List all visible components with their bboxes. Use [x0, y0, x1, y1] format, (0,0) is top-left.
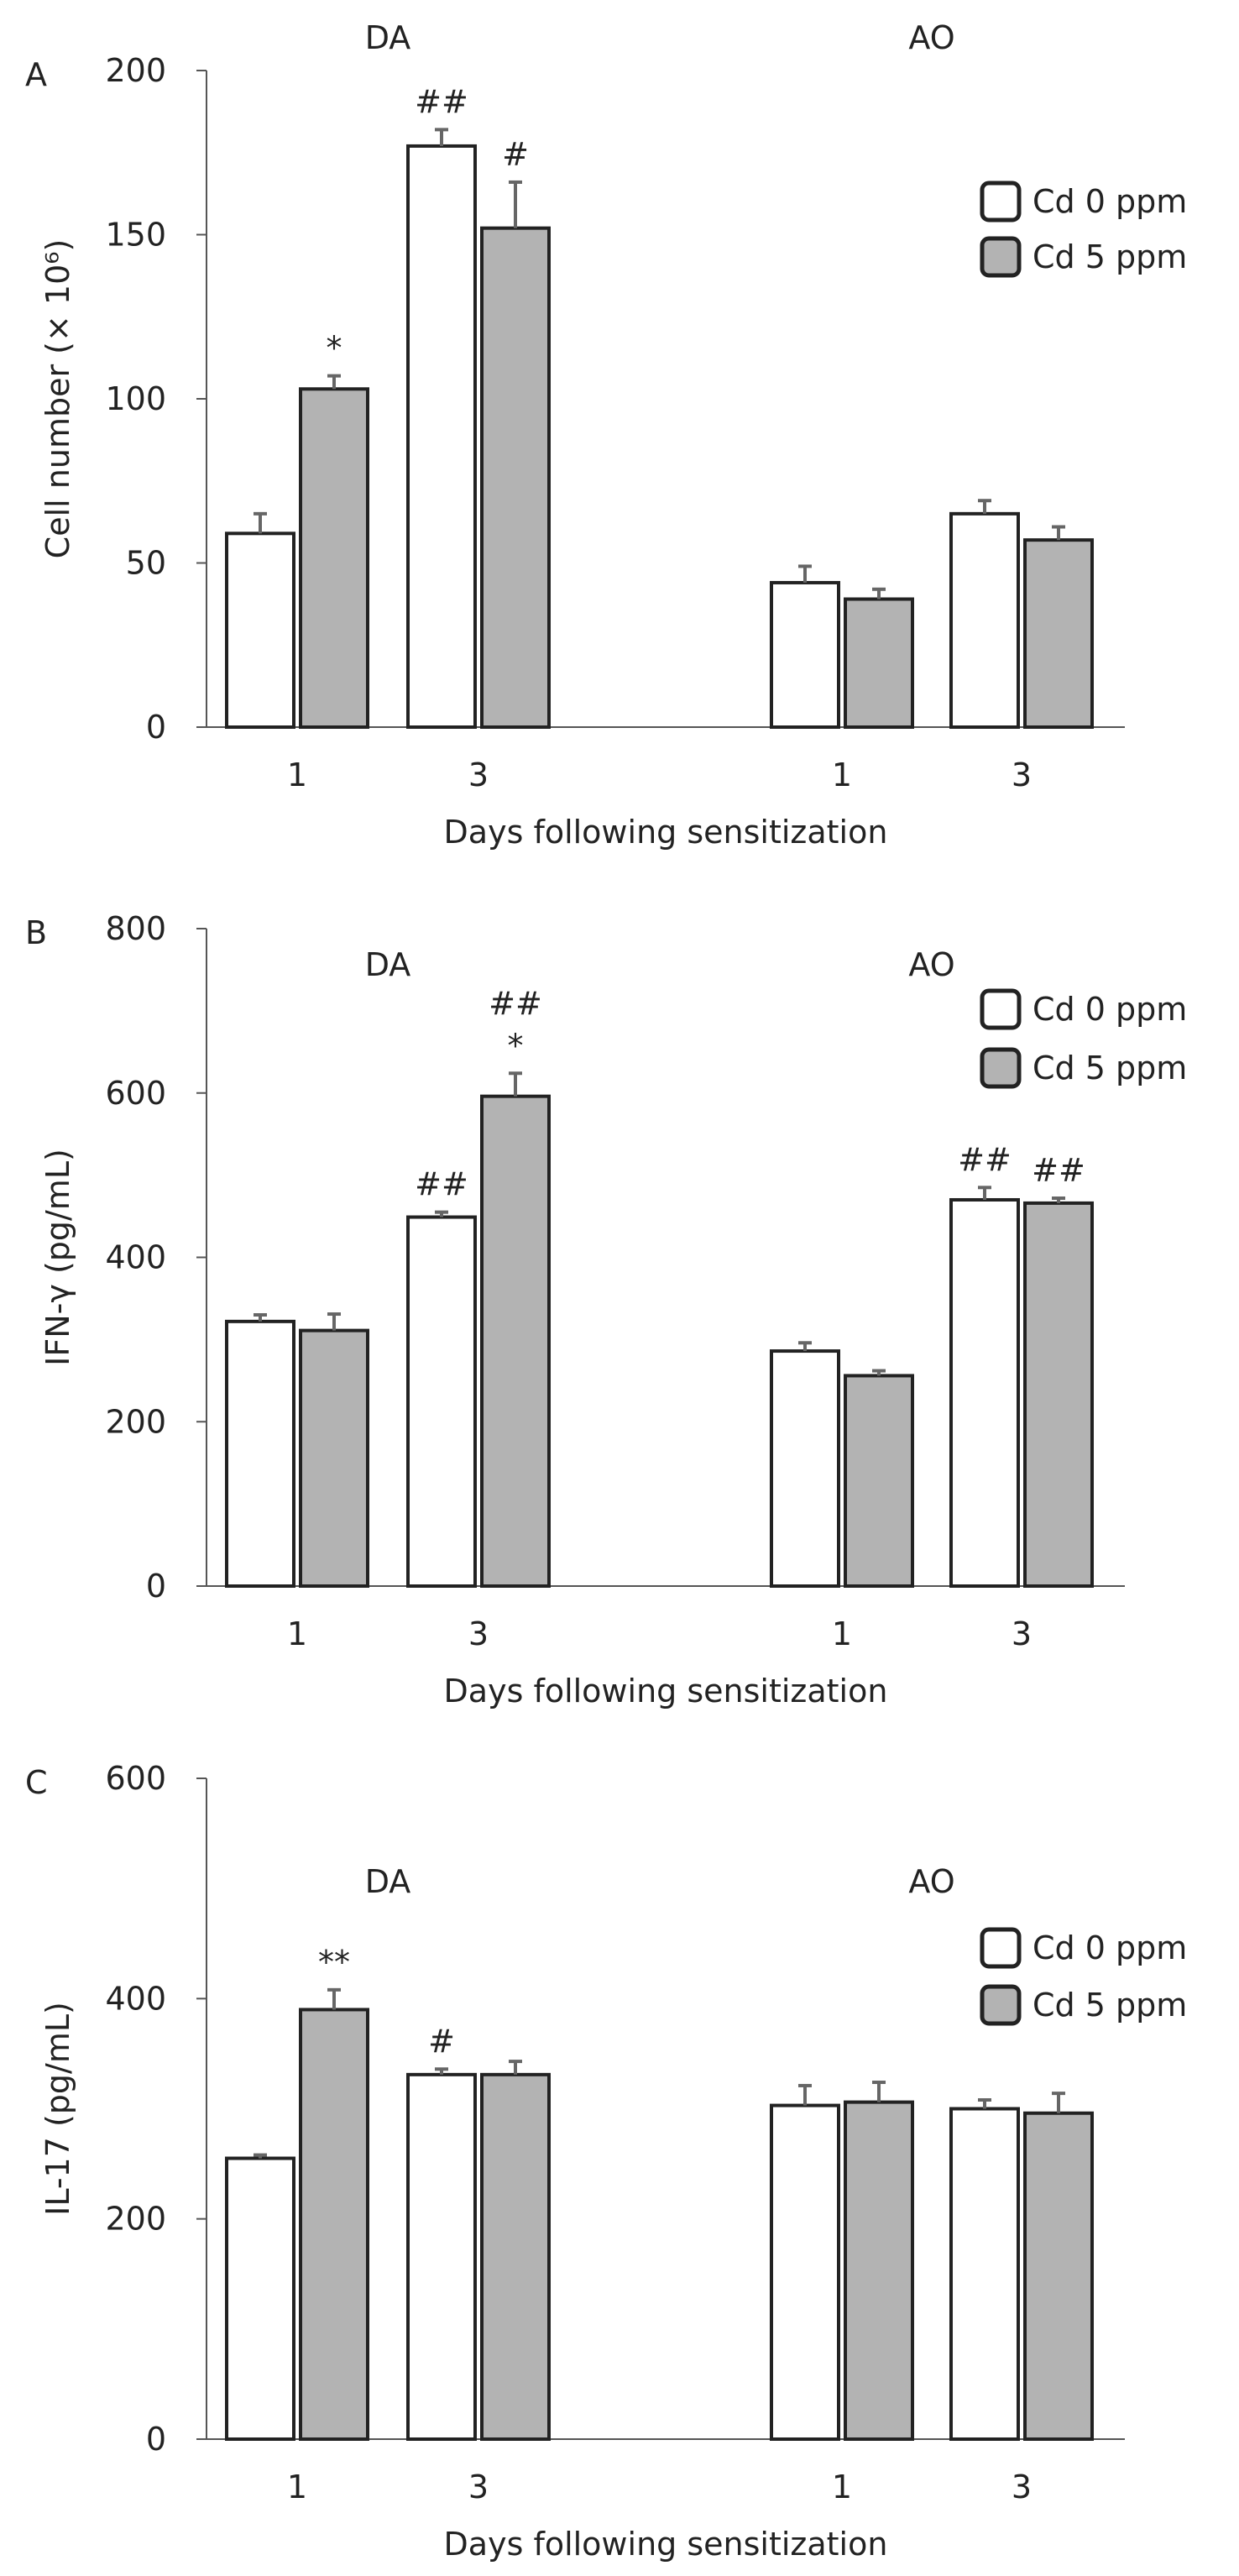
bar [1023, 1201, 1094, 1588]
y-axis-title: Cell number (× 10⁶) [39, 239, 76, 559]
bar [406, 2072, 477, 2442]
x-axis-title: Days following sensitization [444, 2526, 888, 2563]
y-tick-label: 600 [105, 1760, 166, 1797]
legend-label: Cd 5 ppm [1032, 1987, 1187, 2024]
bar [844, 2100, 914, 2441]
group-label: AO [908, 946, 954, 983]
bar [949, 1197, 1020, 1589]
panel-label: B [25, 914, 47, 951]
legend: Cd 0 ppm Cd 5 ppm [980, 1927, 1187, 2026]
significance-marker: ## [489, 985, 542, 1022]
bar [949, 2107, 1020, 2441]
bar [844, 597, 914, 730]
y-tick-label: 100 [105, 380, 166, 417]
bar [299, 1328, 369, 1588]
y-axis-title: IL-17 (pg/mL) [39, 2002, 76, 2216]
bar [949, 511, 1020, 729]
legend-label: Cd 5 ppm [1032, 1050, 1187, 1086]
group-label: AO [908, 19, 954, 56]
x-tick-label: 1 [832, 2469, 852, 2505]
legend-swatch [980, 236, 1022, 278]
legend: Cd 0 ppm Cd 5 ppm [980, 181, 1187, 278]
panel-label: A [25, 56, 47, 93]
significance-marker: * [327, 330, 342, 367]
legend-label: Cd 0 ppm [1032, 1929, 1187, 1966]
bar [480, 1094, 551, 1589]
y-tick-label: 150 [105, 217, 166, 254]
bar [770, 1349, 840, 1588]
y-tick-label: 400 [105, 1239, 166, 1276]
x-tick-label: 1 [832, 1615, 852, 1652]
group-label: DA [365, 1863, 411, 1900]
y-axis-title: IFN-γ (pg/mL) [39, 1149, 76, 1366]
x-tick-label: 3 [1012, 2469, 1032, 2505]
group-label: DA [365, 19, 411, 56]
y-tick-label: 50 [126, 545, 166, 582]
significance-marker: ## [1032, 1152, 1085, 1189]
x-tick-label: 3 [468, 757, 489, 793]
panel-label: C [25, 1764, 48, 1801]
bar [299, 387, 369, 729]
x-tick-label: 1 [287, 757, 307, 793]
bar [225, 1319, 295, 1589]
x-tick-label: 3 [1012, 1615, 1032, 1652]
bar [406, 144, 477, 729]
legend-label: Cd 0 ppm [1032, 991, 1187, 1028]
legend-label: Cd 5 ppm [1032, 238, 1187, 275]
chart-panel-c: C 0 200 400 600 IL-17 (pg/mL) DA AO 1 3 1 3 ** # Days … [25, 1760, 1187, 2563]
significance-marker: ## [958, 1141, 1012, 1178]
significance-marker: ** [318, 1944, 350, 1981]
legend-swatch [980, 1047, 1022, 1089]
bar [770, 580, 840, 730]
bar [844, 1374, 914, 1588]
legend-swatch [980, 1984, 1022, 2026]
legend-label: Cd 0 ppm [1032, 183, 1187, 220]
bar [299, 2008, 369, 2441]
chart-panel-a: A 0 50 100 150 200 Cell number (× 10⁶) DA AO 1 3 1 3… [25, 19, 1187, 851]
y-tick-label: 400 [105, 1980, 166, 2017]
group-label: AO [908, 1863, 954, 1900]
legend-swatch [980, 1927, 1022, 1969]
group-label: DA [365, 946, 411, 983]
significance-marker: # [502, 136, 529, 173]
bar [480, 226, 551, 729]
x-tick-label: 1 [287, 2469, 307, 2505]
bar [1023, 538, 1094, 729]
x-axis-title: Days following sensitization [444, 1673, 888, 1709]
y-tick-label: 200 [105, 2201, 166, 2238]
significance-marker: * [508, 1027, 524, 1064]
bar [225, 2156, 295, 2441]
x-tick-label: 1 [287, 1615, 307, 1652]
x-tick-label: 3 [468, 2469, 489, 2505]
y-tick-label: 200 [105, 1403, 166, 1440]
significance-marker: # [428, 2023, 455, 2060]
bar [406, 1215, 477, 1588]
bar [480, 2072, 551, 2442]
x-tick-label: 1 [832, 757, 852, 793]
y-tick-label: 600 [105, 1075, 166, 1112]
y-tick-label: 200 [105, 52, 166, 89]
legend-swatch [980, 181, 1022, 223]
x-tick-label: 3 [1012, 757, 1032, 793]
y-tick-label: 0 [146, 709, 166, 746]
significance-marker: ## [415, 1166, 468, 1203]
y-tick-label: 0 [146, 2421, 166, 2458]
x-tick-label: 3 [468, 1615, 489, 1652]
bar [225, 531, 295, 729]
legend-swatch [980, 988, 1022, 1030]
legend: Cd 0 ppm Cd 5 ppm [980, 988, 1187, 1089]
bar [1023, 2111, 1094, 2441]
chart-panel-b: B 0 200 400 600 800 IFN-γ (pg/mL) DA AO 1 3 1 3 ## * ##… [25, 910, 1187, 1709]
y-tick-label: 800 [105, 910, 166, 947]
x-axis-title: Days following sensitization [444, 814, 888, 851]
bar [770, 2103, 840, 2441]
y-tick-label: 0 [146, 1568, 166, 1605]
significance-marker: ## [415, 83, 468, 120]
